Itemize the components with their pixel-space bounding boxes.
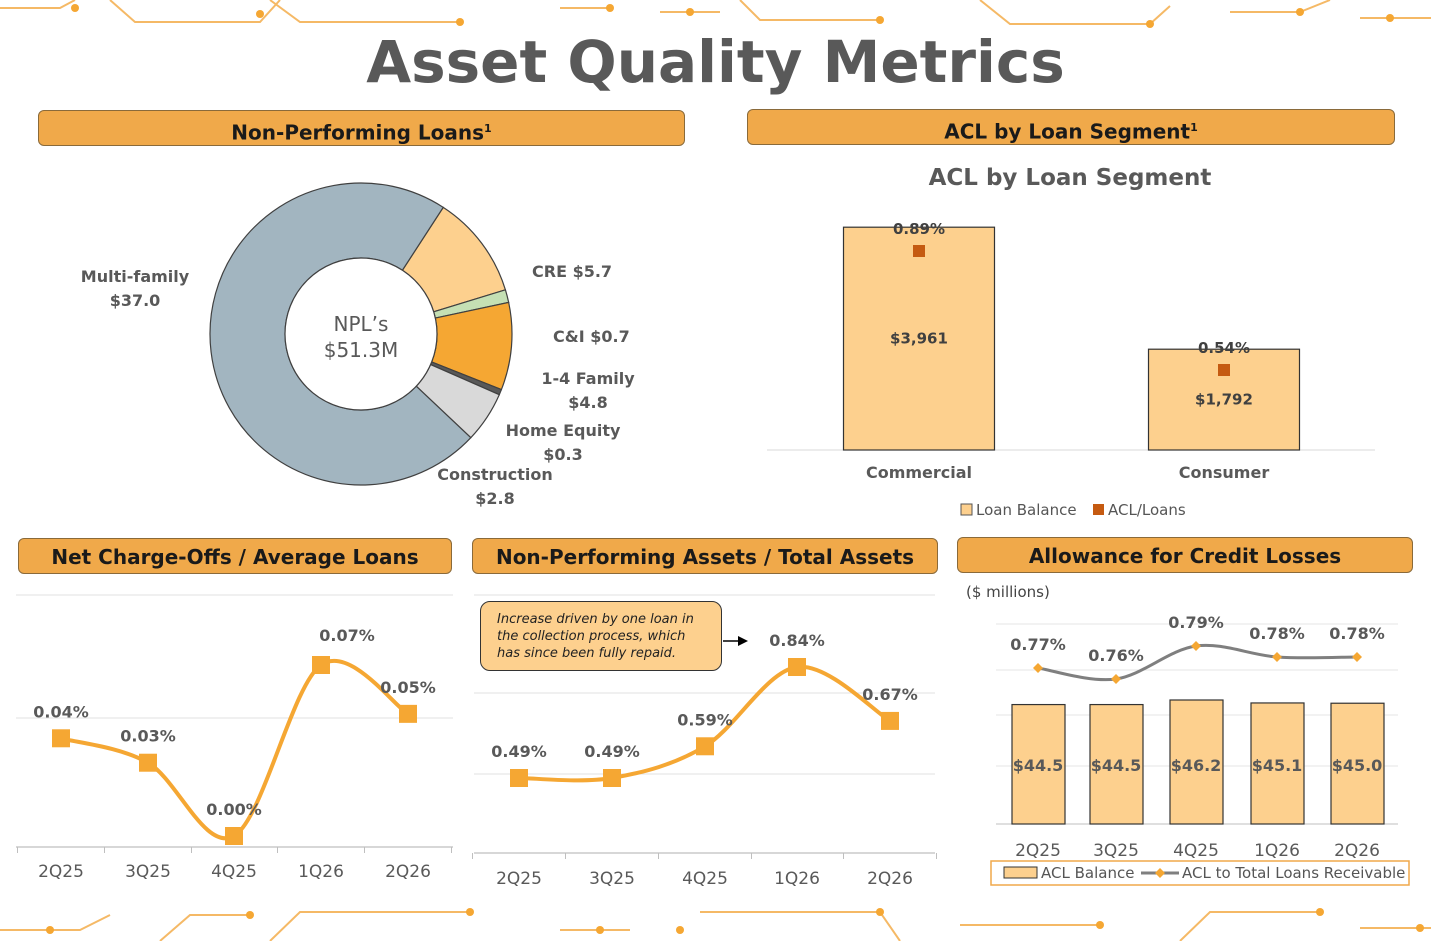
nco-data-label: 0.03%	[120, 727, 176, 746]
allowance-category-label: 1Q26	[1254, 841, 1300, 861]
nco-category-label: 4Q25	[211, 862, 257, 882]
acl-segment-category-label: Commercial	[866, 463, 972, 482]
allowance-ratio-line	[1037, 643, 1358, 682]
npa-marker	[881, 711, 899, 730]
allowance-unit-note: ($ millions)	[966, 583, 1050, 601]
npl-label-home-equity: Home Equity $0.3	[505, 421, 621, 464]
npa-line-chart: 0.49% 2Q25 0.49% 3Q25 0.59% 4Q25 0.84% 1Q26 0.67…	[472, 594, 937, 889]
npa-data-label: 0.49%	[584, 742, 640, 761]
nco-data-label: 0.07%	[319, 626, 375, 645]
npl-label-multifamily: Multi-family $37.0	[80, 267, 190, 310]
allowance-legend-line-marker	[1155, 868, 1165, 878]
legend-acl-loans-swatch	[1093, 504, 1104, 515]
allowance-chart: $44.5 2Q25 $44.5 3Q25 $46.2 4Q25 $45.1 1Q26 $45.…	[990, 613, 1410, 886]
npa-marker	[788, 658, 806, 676]
allowance-legend-bar-label: ACL Balance	[1041, 864, 1134, 882]
nco-marker	[225, 827, 243, 845]
nco-category-label: 2Q25	[38, 862, 84, 882]
npa-marker	[696, 737, 714, 756]
npl-donut-hole	[284, 257, 438, 411]
npl-label-cre: CRE $5.7	[532, 262, 613, 281]
acl-segment-bar-label: $1,792	[1195, 391, 1253, 409]
allowance-legend-line-label: ACL to Total Loans Receivable	[1182, 864, 1405, 882]
nco-category-label: 1Q26	[298, 862, 344, 882]
legend-acl-loans-label: ACL/Loans	[1108, 501, 1186, 519]
allowance-bar-label: $45.1	[1252, 756, 1303, 775]
nco-header: Net Charge-Offs / Average Loans	[18, 538, 452, 574]
allowance-bar	[1011, 703, 1066, 825]
acl-ratio-marker	[1218, 364, 1230, 376]
npa-header: Non-Performing Assets / Total Assets	[472, 538, 938, 574]
npl-label-ci: C&I $0.7	[553, 327, 630, 346]
npl-donut-chart: NPL’s$51.3M	[209, 182, 513, 486]
nco-marker	[399, 704, 417, 723]
acl-segment-bar-commercial	[842, 226, 996, 451]
npl-label-construction: Construction $2.8	[437, 465, 553, 508]
npa-data-label: 0.59%	[677, 710, 733, 729]
allowance-ratio-marker	[1272, 652, 1282, 662]
npa-annotation: Increase driven by one loan in the colle…	[480, 601, 722, 671]
nco-data-label: 0.00%	[206, 800, 262, 819]
nco-category-label: 2Q26	[385, 862, 431, 882]
allowance-category-label: 3Q25	[1093, 841, 1139, 861]
allowance-ratio-label: 0.79%	[1168, 613, 1224, 632]
npa-annotation-arrowhead	[738, 636, 748, 646]
nco-marker	[312, 656, 330, 674]
allowance-legend-frame	[990, 860, 1410, 886]
npl-center-label: NPL’s	[334, 312, 389, 336]
nco-category-label: 3Q25	[125, 862, 171, 882]
npa-category-label: 4Q25	[682, 869, 728, 889]
allowance-legend-bar-swatch	[1003, 866, 1038, 879]
allowance-ratio-marker	[1352, 652, 1362, 662]
allowance-ratio-label: 0.78%	[1249, 624, 1305, 643]
acl-segment-bar-label: $3,961	[890, 330, 948, 348]
acl-segment-chart: ACL by Loan Segment $3,961 Commercial 0.89%…	[767, 165, 1375, 519]
nco-data-label: 0.05%	[380, 678, 436, 697]
npa-data-label: 0.84%	[769, 631, 825, 650]
acl-segment-header: ACL by Loan Segment1	[747, 109, 1395, 145]
npa-data-label: 0.49%	[491, 742, 547, 761]
acl-segment-title: ACL by Loan Segment	[929, 165, 1212, 191]
allowance-ratio-marker	[1111, 674, 1121, 684]
acl-segment-category-label: Consumer	[1179, 463, 1270, 482]
allowance-bar	[1330, 702, 1385, 825]
npl-center-value: $51.3M	[324, 338, 399, 362]
acl-ratio-label: 0.54%	[1198, 339, 1250, 357]
npa-category-label: 2Q25	[496, 869, 542, 889]
legend-loan-balance-swatch	[960, 503, 973, 516]
allowance-bar-label: $45.0	[1332, 756, 1383, 775]
allowance-category-label: 4Q25	[1173, 841, 1219, 861]
npa-category-label: 1Q26	[774, 869, 820, 889]
legend-loan-balance-label: Loan Balance	[976, 501, 1077, 519]
allowance-ratio-marker	[1191, 641, 1201, 651]
acl-ratio-label: 0.89%	[893, 220, 945, 238]
npl-label-1-4-family: 1-4 Family $4.8	[541, 369, 635, 412]
npa-data-label: 0.67%	[862, 685, 918, 704]
allowance-bar-label: $44.5	[1091, 756, 1142, 775]
allowance-ratio-label: 0.78%	[1329, 624, 1385, 643]
allowance-bar-label: $46.2	[1171, 756, 1222, 775]
allowance-bar	[1250, 702, 1305, 825]
allowance-bar-label: $44.5	[1013, 756, 1064, 775]
nco-marker	[52, 729, 70, 748]
npa-marker	[510, 769, 528, 787]
allowance-category-label: 2Q25	[1015, 841, 1061, 861]
allowance-bar	[1169, 699, 1224, 825]
allowance-ratio-marker	[1033, 663, 1043, 673]
allowance-category-label: 2Q26	[1334, 841, 1380, 861]
allowance-bar	[1089, 703, 1144, 825]
npa-marker	[603, 769, 621, 787]
npa-category-label: 3Q25	[589, 869, 635, 889]
nco-line-chart: 0.04% 2Q25 0.03% 3Q25 0.00% 4Q25 0.07% 1Q26 0.05…	[16, 594, 453, 882]
allowance-ratio-label: 0.76%	[1088, 646, 1144, 665]
nco-data-label: 0.04%	[33, 702, 89, 721]
allowance-ratio-label: 0.77%	[1010, 635, 1066, 654]
npa-category-label: 2Q26	[867, 869, 913, 889]
acl-ratio-marker	[913, 245, 925, 257]
allowance-header: Allowance for Credit Losses	[957, 537, 1413, 573]
nco-marker	[139, 753, 157, 772]
npl-header: Non-Performing Loans1	[38, 110, 685, 146]
page-title: Asset Quality Metrics	[366, 28, 1065, 96]
